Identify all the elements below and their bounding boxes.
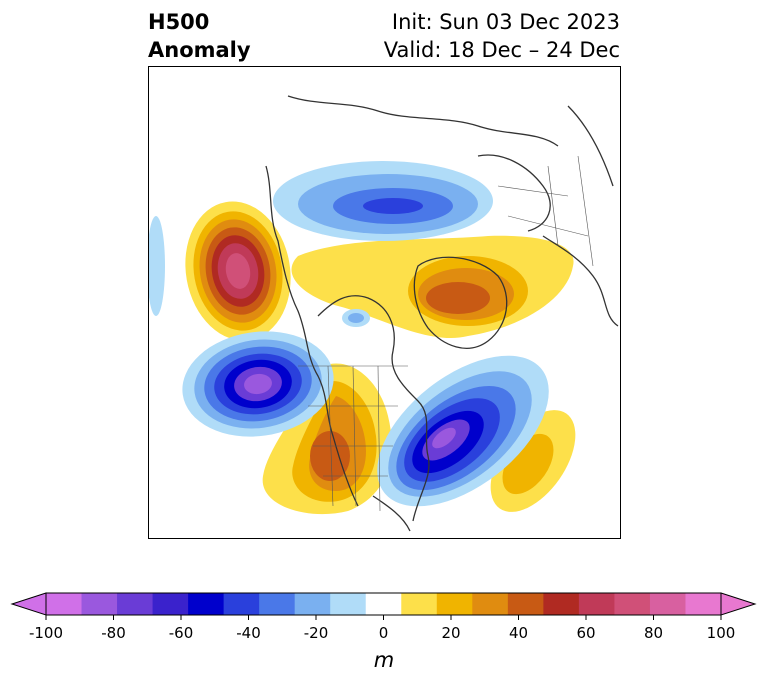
trough-pacific-edge: [148, 216, 165, 316]
init-date: Init: Sun 03 Dec 2023: [391, 10, 620, 34]
colorbar-segment: [365, 593, 402, 615]
colorbar-under-arrow: [10, 592, 47, 616]
colorbar-segment: [543, 593, 580, 615]
trough-hudson-small: [342, 309, 370, 327]
colorbar: -100 -80 -60 -40 -20 0 20 40 60 80 100 m: [10, 592, 757, 672]
colorbar-tick-label: -80: [101, 624, 126, 642]
colorbar-segment: [152, 593, 189, 615]
colorbar-tick-label: -60: [169, 624, 194, 642]
colorbar-tick-label: -100: [29, 624, 63, 642]
colorbar-segments: [10, 592, 757, 616]
colorbar-segment: [330, 593, 367, 615]
colorbar-ticks: -100 -80 -60 -40 -20 0 20 40 60 80 100: [29, 615, 735, 642]
colorbar-tick-label: 20: [441, 624, 460, 642]
colorbar-tick-label: -40: [236, 624, 261, 642]
ridge-alaska: [185, 201, 291, 341]
colorbar-segment: [294, 593, 331, 615]
field-type: Anomaly: [148, 38, 251, 62]
colorbar-over-arrow: [720, 592, 757, 616]
colorbar-tick-label: 0: [379, 624, 389, 642]
colorbar-segment: [46, 593, 83, 615]
political-borders: [298, 155, 594, 512]
colorbar-segment: [117, 593, 154, 615]
trough-pacific: [182, 331, 334, 437]
colorbar-tick-label: 40: [509, 624, 528, 642]
variable-name: H500: [148, 10, 210, 34]
colorbar-tick-label: 100: [707, 624, 736, 642]
colorbar-segment: [649, 593, 686, 615]
valid-range: Valid: 18 Dec – 24 Dec: [383, 38, 620, 62]
colorbar-segment: [436, 593, 473, 615]
colorbar-segment: [401, 593, 438, 615]
colorbar-segment: [578, 593, 615, 615]
anomaly-map: [148, 66, 621, 539]
trough-arctic: [273, 161, 493, 241]
map-title-right: Init: Sun 03 Dec 2023 Valid: 18 Dec – 24…: [384, 8, 620, 64]
colorbar-segment: [472, 593, 509, 615]
colorbar-segment: [685, 593, 722, 615]
coastlines: [265, 95, 619, 532]
colorbar-tick-label: 80: [644, 624, 663, 642]
colorbar-segment: [188, 593, 225, 615]
map-frame: [148, 66, 621, 539]
colorbar-segment: [81, 593, 118, 615]
colorbar-segment: [223, 593, 260, 615]
trough-eastern-us: [377, 355, 549, 507]
colorbar-tick-label: 60: [576, 624, 595, 642]
colorbar-tick-label: -20: [304, 624, 329, 642]
map-title-left: H500 Anomaly: [148, 8, 251, 64]
colorbar-segment: [614, 593, 651, 615]
colorbar-unit-label: m: [374, 648, 394, 672]
colorbar-segment: [507, 593, 544, 615]
colorbar-segment: [259, 593, 296, 615]
